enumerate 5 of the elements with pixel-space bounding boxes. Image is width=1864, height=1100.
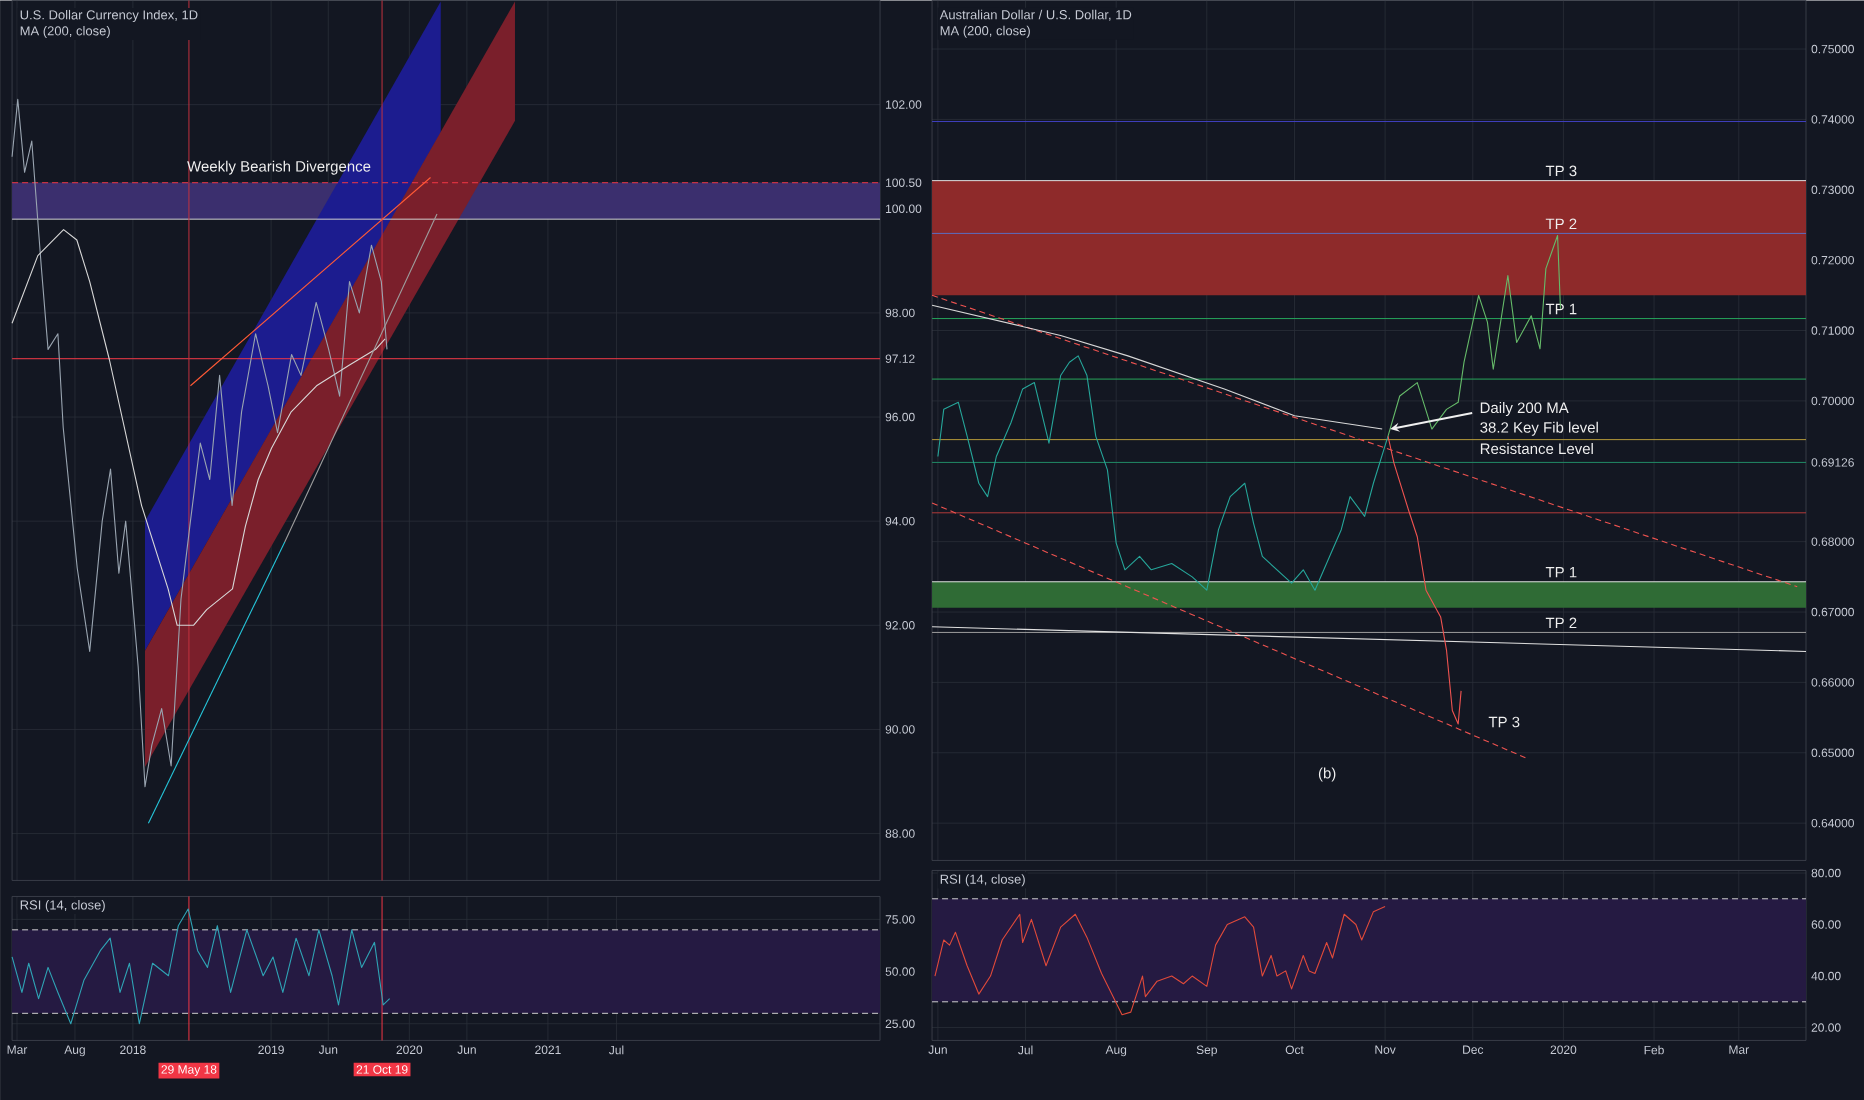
line-series <box>11 228 386 626</box>
line-series <box>934 905 1386 1016</box>
line-series <box>11 98 388 788</box>
line-series <box>931 304 1383 430</box>
line-series <box>11 908 391 1025</box>
